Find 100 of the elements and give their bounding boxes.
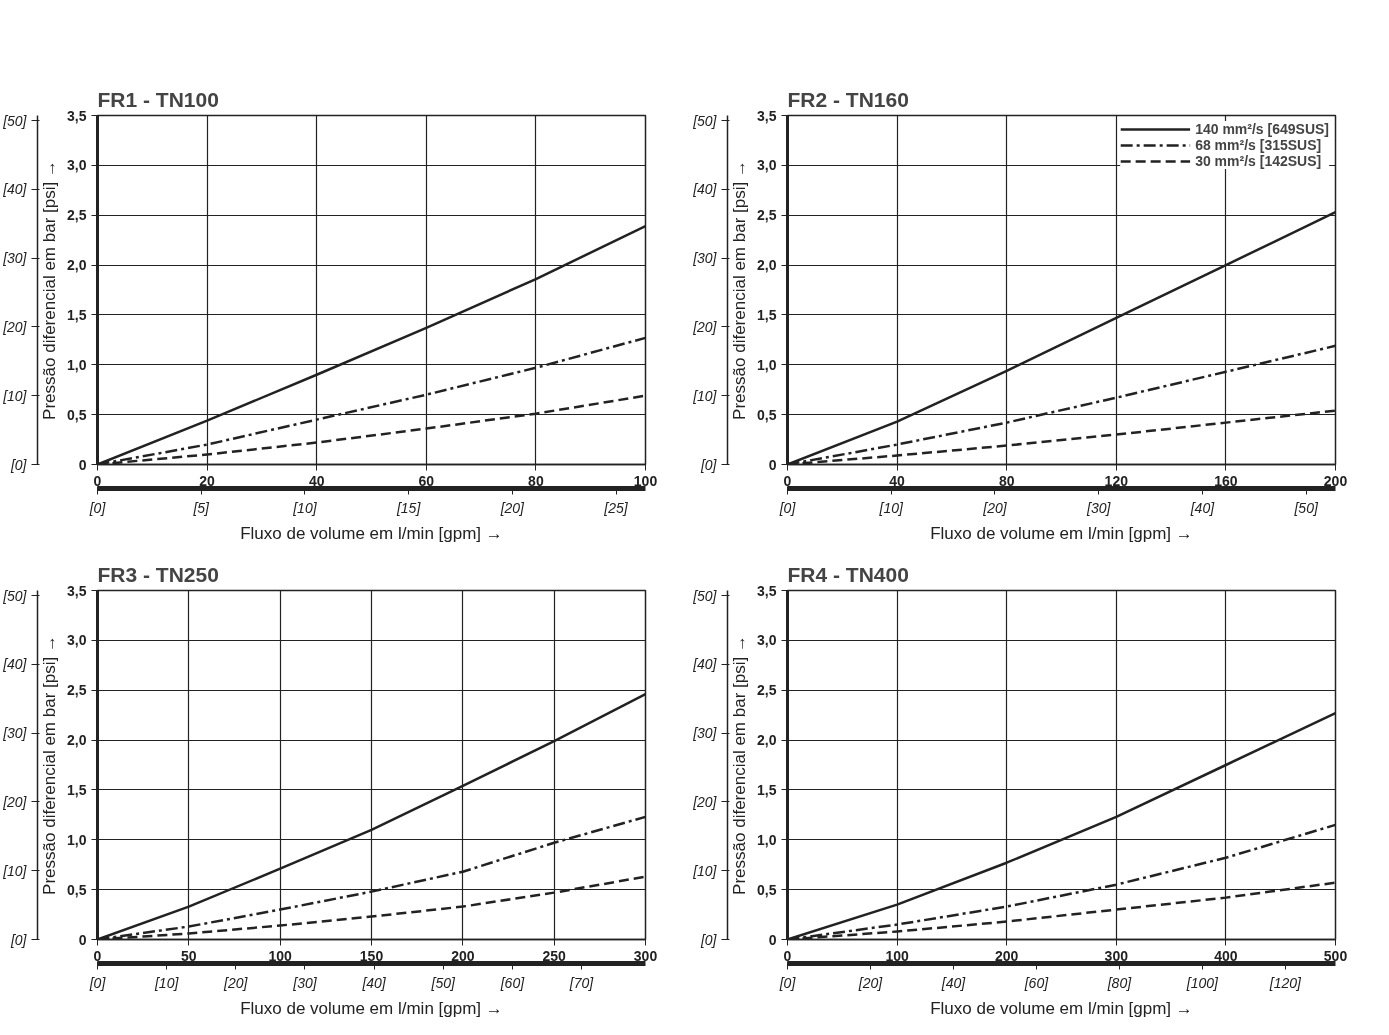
y2-tick-label: [30] bbox=[692, 725, 718, 742]
x-tick-label: 40 bbox=[889, 472, 906, 489]
x-axis-title: Fluxo de volume em l/min [gpm] → bbox=[240, 523, 503, 543]
y-tick-label: 0 bbox=[78, 931, 87, 948]
y2-tick-label: [20] bbox=[692, 318, 718, 335]
x-tick-label: 160 bbox=[1214, 472, 1238, 489]
x-tick-label: 80 bbox=[528, 472, 544, 489]
x-tick-label: 50 bbox=[181, 947, 197, 964]
x2-tick-label: [20] bbox=[223, 974, 249, 991]
x2-tick-label: [30] bbox=[1086, 499, 1112, 516]
x2-tick-label: [0] bbox=[778, 974, 797, 991]
x-tick-label: 0 bbox=[93, 472, 102, 489]
x-tick-label: 500 bbox=[1323, 947, 1348, 964]
x2-tick-label: [50] bbox=[1293, 499, 1319, 516]
y-tick-label: 0 bbox=[78, 456, 87, 473]
chart-title: FR1 - TN100 bbox=[97, 87, 219, 111]
x-axis-title: Fluxo de volume em l/min [gpm] → bbox=[240, 998, 503, 1018]
y-axis-title: Pressão diferencial em bar [psi] → bbox=[40, 160, 60, 420]
x-tick-label: 100 bbox=[885, 947, 909, 964]
y-axis-title: Pressão diferencial em bar [psi] → bbox=[730, 635, 750, 895]
x2-tick-label: [40] bbox=[361, 974, 387, 991]
y-tick-label: 3,0 bbox=[67, 632, 87, 649]
y-tick-label: 0,5 bbox=[757, 406, 777, 423]
y2-tick-label: [10] bbox=[692, 387, 718, 404]
y2-tick-label: [20] bbox=[2, 318, 28, 335]
x-tick-label: 80 bbox=[998, 472, 1015, 489]
x2-tick-label: [10] bbox=[878, 499, 905, 516]
y-tick-label: 0,5 bbox=[67, 406, 87, 423]
x2-tick-label: [10] bbox=[153, 974, 180, 991]
x-tick-label: 200 bbox=[995, 947, 1019, 964]
y-tick-label: 3,0 bbox=[757, 157, 777, 174]
y-tick-label: 3,0 bbox=[67, 157, 87, 174]
x-tick-label: 200 bbox=[451, 947, 475, 964]
y2-tick-label: [20] bbox=[692, 793, 718, 810]
x2-tick-label: [60] bbox=[499, 974, 526, 991]
x2-tick-label: [20] bbox=[857, 974, 884, 991]
x-tick-label: 300 bbox=[1104, 947, 1129, 964]
x2-tick-label: [50] bbox=[430, 974, 457, 991]
x-tick-label: 100 bbox=[268, 947, 293, 964]
y-tick-label: 3,5 bbox=[757, 107, 777, 124]
x2-tick-label: [20] bbox=[982, 499, 1008, 516]
y-tick-label: 3,0 bbox=[757, 632, 777, 649]
y-axis-title: Pressão diferencial em bar [psi] → bbox=[730, 160, 750, 420]
chart-title: FR4 - TN400 bbox=[787, 562, 909, 586]
y2-tick-label: [40] bbox=[2, 181, 28, 198]
y2-tick-label: [40] bbox=[692, 656, 718, 673]
y-tick-label: 2,0 bbox=[67, 732, 87, 749]
y-tick-label: 2,5 bbox=[67, 207, 87, 224]
y-tick-label: 3,5 bbox=[67, 107, 87, 124]
x2-tick-label: [0] bbox=[88, 974, 107, 991]
y2-tick-label: [0] bbox=[9, 931, 28, 948]
x-tick-label: 400 bbox=[1214, 947, 1238, 964]
y2-tick-label: [0] bbox=[699, 931, 718, 948]
x2-tick-label: [0] bbox=[778, 499, 797, 516]
y-tick-label: 1,0 bbox=[757, 356, 777, 373]
legend-label: 140 mm²/s [649SUS] bbox=[1195, 121, 1329, 137]
y-tick-label: 2,0 bbox=[67, 257, 87, 274]
y-tick-label: 2,5 bbox=[67, 682, 87, 699]
y-tick-label: 1,5 bbox=[757, 781, 777, 798]
legend-label: 30 mm²/s [142SUS] bbox=[1195, 153, 1322, 169]
y2-tick-label: [50] bbox=[2, 587, 28, 604]
y-tick-label: 1,0 bbox=[67, 831, 87, 848]
x-tick-label: 0 bbox=[783, 472, 792, 489]
chart-title: FR2 - TN160 bbox=[787, 87, 909, 111]
y2-tick-label: [40] bbox=[2, 656, 28, 673]
y2-tick-label: [40] bbox=[692, 181, 718, 198]
y2-tick-label: [50] bbox=[2, 112, 28, 129]
y2-tick-label: [10] bbox=[692, 862, 718, 879]
y-tick-label: 3,5 bbox=[67, 582, 87, 599]
y-tick-label: 1,5 bbox=[757, 306, 777, 323]
x2-tick-label: [15] bbox=[395, 499, 422, 516]
x2-tick-label: [5] bbox=[192, 499, 211, 516]
y-tick-label: 0 bbox=[768, 931, 777, 948]
y-tick-label: 0,5 bbox=[757, 881, 777, 898]
x-tick-label: 250 bbox=[542, 947, 567, 964]
x-tick-label: 0 bbox=[93, 947, 102, 964]
x2-tick-label: [120] bbox=[1268, 974, 1303, 991]
x-tick-label: 0 bbox=[783, 947, 792, 964]
y2-tick-label: [0] bbox=[699, 456, 718, 473]
x2-tick-label: [20] bbox=[499, 499, 526, 516]
x-tick-label: 40 bbox=[308, 472, 325, 489]
y-tick-label: 0 bbox=[768, 456, 777, 473]
chart-title: FR3 - TN250 bbox=[97, 562, 219, 586]
x-tick-label: 60 bbox=[418, 472, 435, 489]
y2-tick-label: [30] bbox=[2, 250, 28, 267]
x2-tick-label: [25] bbox=[603, 499, 629, 516]
x-tick-label: 100 bbox=[633, 472, 658, 489]
y-axis-title: Pressão diferencial em bar [psi] → bbox=[40, 635, 60, 895]
x2-tick-label: [0] bbox=[88, 499, 107, 516]
y-tick-label: 2,5 bbox=[757, 207, 777, 224]
x-axis-title: Fluxo de volume em l/min [gpm] → bbox=[930, 998, 1193, 1018]
x-tick-label: 20 bbox=[199, 472, 216, 489]
y2-tick-label: [0] bbox=[9, 456, 28, 473]
x-tick-label: 150 bbox=[359, 947, 384, 964]
y-tick-label: 1,5 bbox=[67, 781, 87, 798]
y2-tick-label: [30] bbox=[2, 725, 28, 742]
y2-tick-label: [10] bbox=[2, 387, 28, 404]
x2-tick-label: [80] bbox=[1106, 974, 1133, 991]
x2-tick-label: [30] bbox=[292, 974, 318, 991]
y-tick-label: 3,5 bbox=[757, 582, 777, 599]
